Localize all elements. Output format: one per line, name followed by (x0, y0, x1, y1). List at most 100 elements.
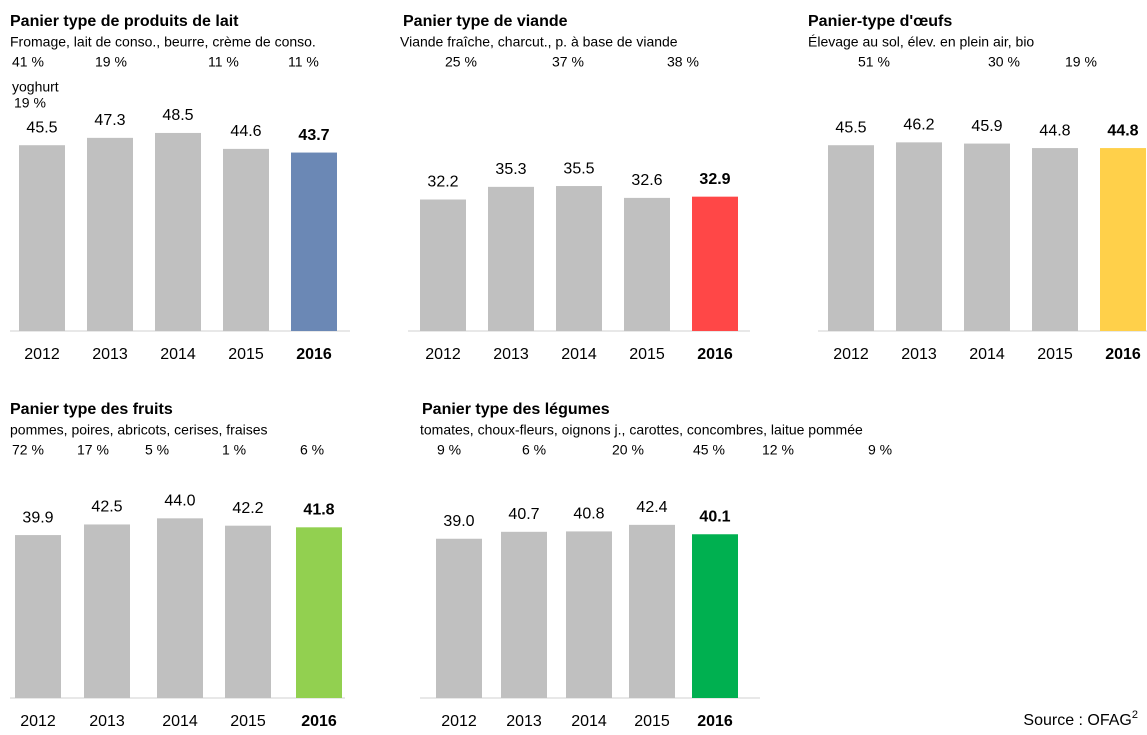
share-label: 19 % (1065, 54, 1097, 70)
x-tick-label: 2015 (230, 713, 266, 730)
chart-title: Panier type de viande (403, 13, 568, 30)
value-label: 45.9 (971, 118, 1002, 135)
bar (436, 538, 482, 698)
bar (1032, 148, 1078, 331)
share-note: yoghurt (12, 79, 59, 95)
x-tick-label: 2013 (506, 713, 542, 730)
bar (488, 186, 534, 331)
share-label: 9 % (868, 442, 892, 458)
value-label: 46.2 (903, 117, 934, 134)
bar (692, 534, 738, 698)
x-tick-label: 2012 (425, 346, 461, 363)
share-label: 6 % (300, 442, 324, 458)
share-label: 30 % (988, 54, 1020, 70)
bar (629, 524, 675, 698)
bar (964, 143, 1010, 331)
bar (84, 524, 130, 698)
bar (624, 197, 670, 331)
x-tick-label: 2012 (833, 346, 869, 363)
share-label: 72 % (12, 442, 44, 458)
x-tick-label: 2016 (296, 346, 332, 363)
bar (155, 132, 201, 331)
bar (15, 535, 61, 698)
value-label: 45.5 (835, 119, 866, 136)
x-tick-label: 2013 (901, 346, 937, 363)
bar (291, 152, 337, 331)
x-tick-label: 2016 (697, 346, 733, 363)
share-label: 25 % (445, 54, 477, 70)
value-label: 32.9 (699, 171, 730, 188)
x-tick-label: 2015 (634, 713, 670, 730)
bar (896, 142, 942, 331)
x-tick-label: 2014 (571, 713, 607, 730)
value-label: 42.4 (636, 499, 667, 516)
chart-subtitle: Fromage, lait de conso., beurre, crème d… (10, 34, 316, 50)
x-tick-label: 2013 (92, 346, 128, 363)
chart-subtitle: pommes, poires, abricots, cerises, frais… (10, 422, 268, 438)
x-tick-label: 2014 (160, 346, 196, 363)
value-label: 35.5 (563, 160, 594, 177)
value-label: 40.7 (508, 506, 539, 523)
bar (692, 196, 738, 331)
value-label: 47.3 (94, 112, 125, 129)
bar (19, 145, 65, 331)
chart-title: Panier type de produits de lait (10, 13, 239, 30)
value-label: 41.8 (303, 502, 334, 519)
x-tick-label: 2016 (1105, 346, 1141, 363)
share-label: 5 % (145, 442, 169, 458)
bar (87, 137, 133, 331)
value-label: 44.0 (164, 493, 195, 510)
value-label: 43.7 (298, 127, 329, 144)
chart-subtitle: Viande fraîche, charcut., p. à base de v… (400, 34, 678, 50)
share-label: 20 % (612, 442, 644, 458)
bar (296, 527, 342, 698)
x-tick-label: 2015 (629, 346, 665, 363)
value-label: 42.5 (91, 499, 122, 516)
x-tick-label: 2012 (24, 346, 60, 363)
chart-subtitle: tomates, choux-fleurs, oignons j., carot… (420, 422, 863, 438)
share-label: 11 % (288, 54, 319, 70)
x-tick-label: 2014 (561, 346, 597, 363)
value-label: 35.3 (495, 161, 526, 178)
value-label: 40.8 (573, 506, 604, 523)
x-tick-label: 2015 (228, 346, 264, 363)
value-label: 32.2 (427, 174, 458, 191)
value-label: 39.0 (443, 513, 474, 530)
value-label: 44.8 (1107, 122, 1138, 139)
source-note: 2 (1132, 709, 1138, 721)
chart-title: Panier type des fruits (10, 401, 173, 418)
bar (1100, 148, 1146, 331)
share-label: 51 % (858, 54, 890, 70)
share-label: 6 % (522, 442, 546, 458)
share-label: 37 % (552, 54, 584, 70)
x-tick-label: 2013 (493, 346, 529, 363)
value-label: 44.6 (230, 123, 261, 140)
bar (420, 199, 466, 331)
bar (225, 525, 271, 698)
x-tick-label: 2014 (969, 346, 1005, 363)
share-label: 45 % (693, 442, 725, 458)
share-label: 38 % (667, 54, 699, 70)
bar (157, 518, 203, 698)
value-label: 45.5 (26, 119, 57, 136)
share-label: 19 % (95, 54, 127, 70)
chart-title: Panier-type d'œufs (808, 13, 952, 30)
share-label: 1 % (222, 442, 246, 458)
bar (223, 148, 269, 331)
bar (828, 145, 874, 331)
value-label: 48.5 (162, 107, 193, 124)
bar (566, 531, 612, 698)
x-tick-label: 2013 (89, 713, 125, 730)
value-label: 44.8 (1039, 122, 1070, 139)
value-label: 32.6 (631, 172, 662, 189)
x-tick-label: 2012 (441, 713, 477, 730)
share-label: 17 % (77, 442, 109, 458)
value-label: 42.2 (232, 500, 263, 517)
share-label: 11 % (208, 54, 239, 70)
source-text: Source : OFAG (1023, 712, 1131, 729)
share-label: 9 % (437, 442, 461, 458)
value-label: 39.9 (22, 509, 53, 526)
bar (501, 531, 547, 698)
bar (556, 186, 602, 331)
